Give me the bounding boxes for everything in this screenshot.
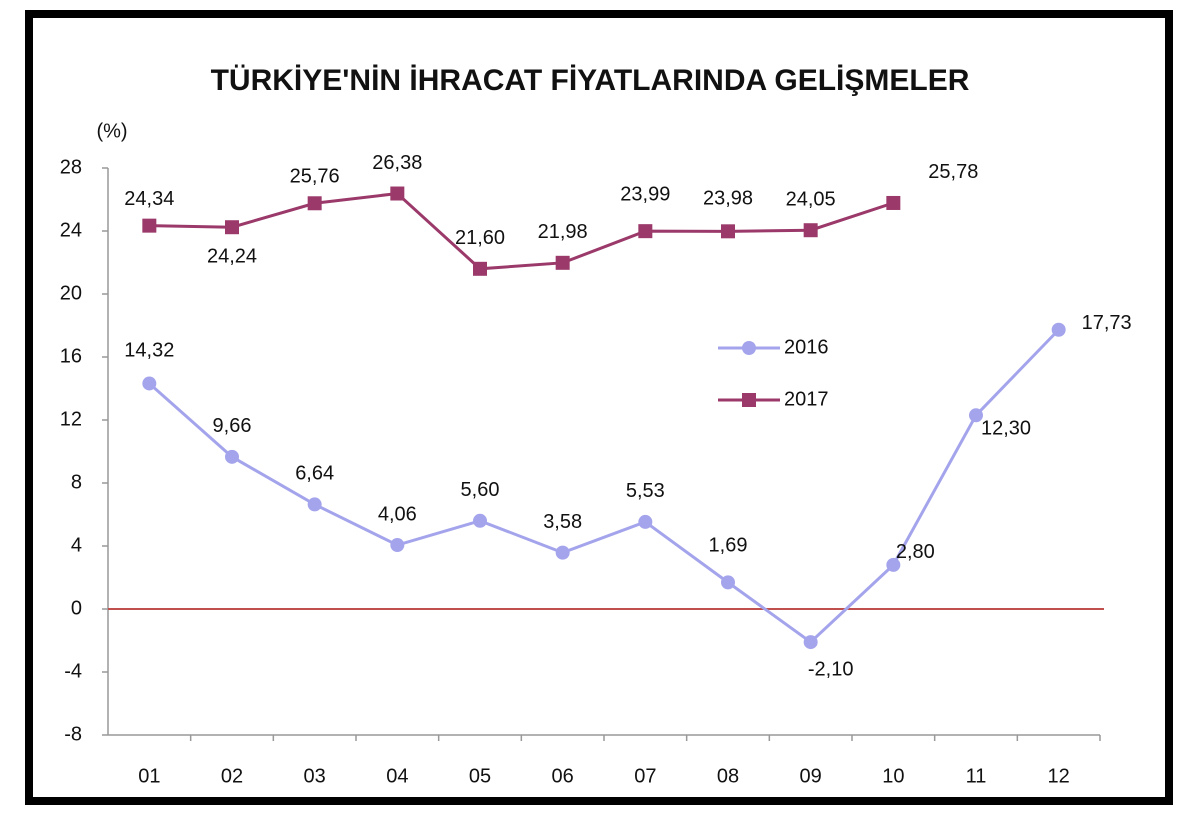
data-label: 24,34 <box>124 188 174 210</box>
data-label: 17,73 <box>1082 312 1132 334</box>
y-tick-label: 28 <box>60 156 82 178</box>
x-tick-label: 01 <box>138 765 160 787</box>
marker <box>390 186 405 201</box>
data-label: 26,38 <box>372 152 422 174</box>
data-label: 3,58 <box>543 511 582 533</box>
y-tick-label: 16 <box>60 345 82 367</box>
marker <box>803 223 818 238</box>
y-tick-label: 0 <box>71 597 82 619</box>
data-label: 14,32 <box>124 340 174 362</box>
marker <box>1051 322 1066 337</box>
marker <box>555 255 570 270</box>
data-label: 21,60 <box>455 227 505 249</box>
data-label: 12,30 <box>981 418 1031 440</box>
data-label: 9,66 <box>213 415 252 437</box>
x-tick-label: 08 <box>717 765 739 787</box>
legend-marker <box>742 341 756 355</box>
x-tick-label: 09 <box>800 765 822 787</box>
y-axis-label: (%) <box>96 120 127 142</box>
data-label: 4,06 <box>378 503 417 525</box>
legend-label: 2017 <box>784 388 829 410</box>
data-label: 23,99 <box>620 183 670 205</box>
marker <box>390 538 405 553</box>
series-line <box>149 191 894 271</box>
frame <box>25 10 1173 805</box>
data-label: 5,53 <box>626 480 665 502</box>
data-label: 5,60 <box>461 479 500 501</box>
marker <box>969 408 983 423</box>
y-tick-label: 24 <box>60 219 82 241</box>
marker <box>307 196 322 211</box>
data-label: -2,10 <box>808 658 854 680</box>
x-tick-label: 10 <box>882 765 904 787</box>
data-label: 21,98 <box>538 221 588 243</box>
y-tick-label: -8 <box>64 723 82 745</box>
y-tick-label: 8 <box>71 471 82 493</box>
marker <box>225 220 239 235</box>
x-tick-label: 06 <box>552 765 574 787</box>
marker <box>638 514 653 529</box>
x-tick-label: 04 <box>386 765 408 787</box>
x-tick-label: 07 <box>634 765 656 787</box>
marker <box>555 545 570 560</box>
x-tick-label: 02 <box>221 765 243 787</box>
y-tick-label: 4 <box>71 534 82 556</box>
legend-marker <box>742 393 756 407</box>
marker <box>886 195 901 210</box>
marker <box>142 376 157 391</box>
data-label: 2,80 <box>896 541 935 563</box>
data-label: 6,64 <box>295 463 334 485</box>
data-label: 24,24 <box>207 246 257 268</box>
data-label: 25,76 <box>290 166 340 188</box>
marker <box>721 224 735 239</box>
chart-title: TÜRKİYE'NİN İHRACAT FİYATLARINDA GELİŞME… <box>211 64 970 97</box>
marker <box>225 449 239 464</box>
marker <box>142 218 157 233</box>
x-tick-label: 05 <box>469 765 491 787</box>
marker <box>638 224 653 239</box>
data-label: 24,05 <box>786 188 836 210</box>
marker <box>473 513 487 528</box>
data-label: 25,78 <box>928 161 978 183</box>
marker <box>307 497 322 512</box>
series-line <box>148 328 1060 645</box>
y-tick-label: -4 <box>64 660 82 682</box>
y-tick-label: 20 <box>60 282 82 304</box>
legend-label: 2016 <box>784 336 829 358</box>
marker <box>721 575 735 590</box>
marker <box>473 261 487 276</box>
x-tick-label: 12 <box>1048 765 1070 787</box>
y-tick-label: 12 <box>60 408 82 430</box>
data-label: 1,69 <box>709 535 748 557</box>
x-tick-label: 03 <box>304 765 326 787</box>
marker <box>886 557 901 572</box>
marker <box>803 635 818 650</box>
data-label: 23,98 <box>703 188 753 210</box>
x-tick-label: 11 <box>966 765 987 787</box>
